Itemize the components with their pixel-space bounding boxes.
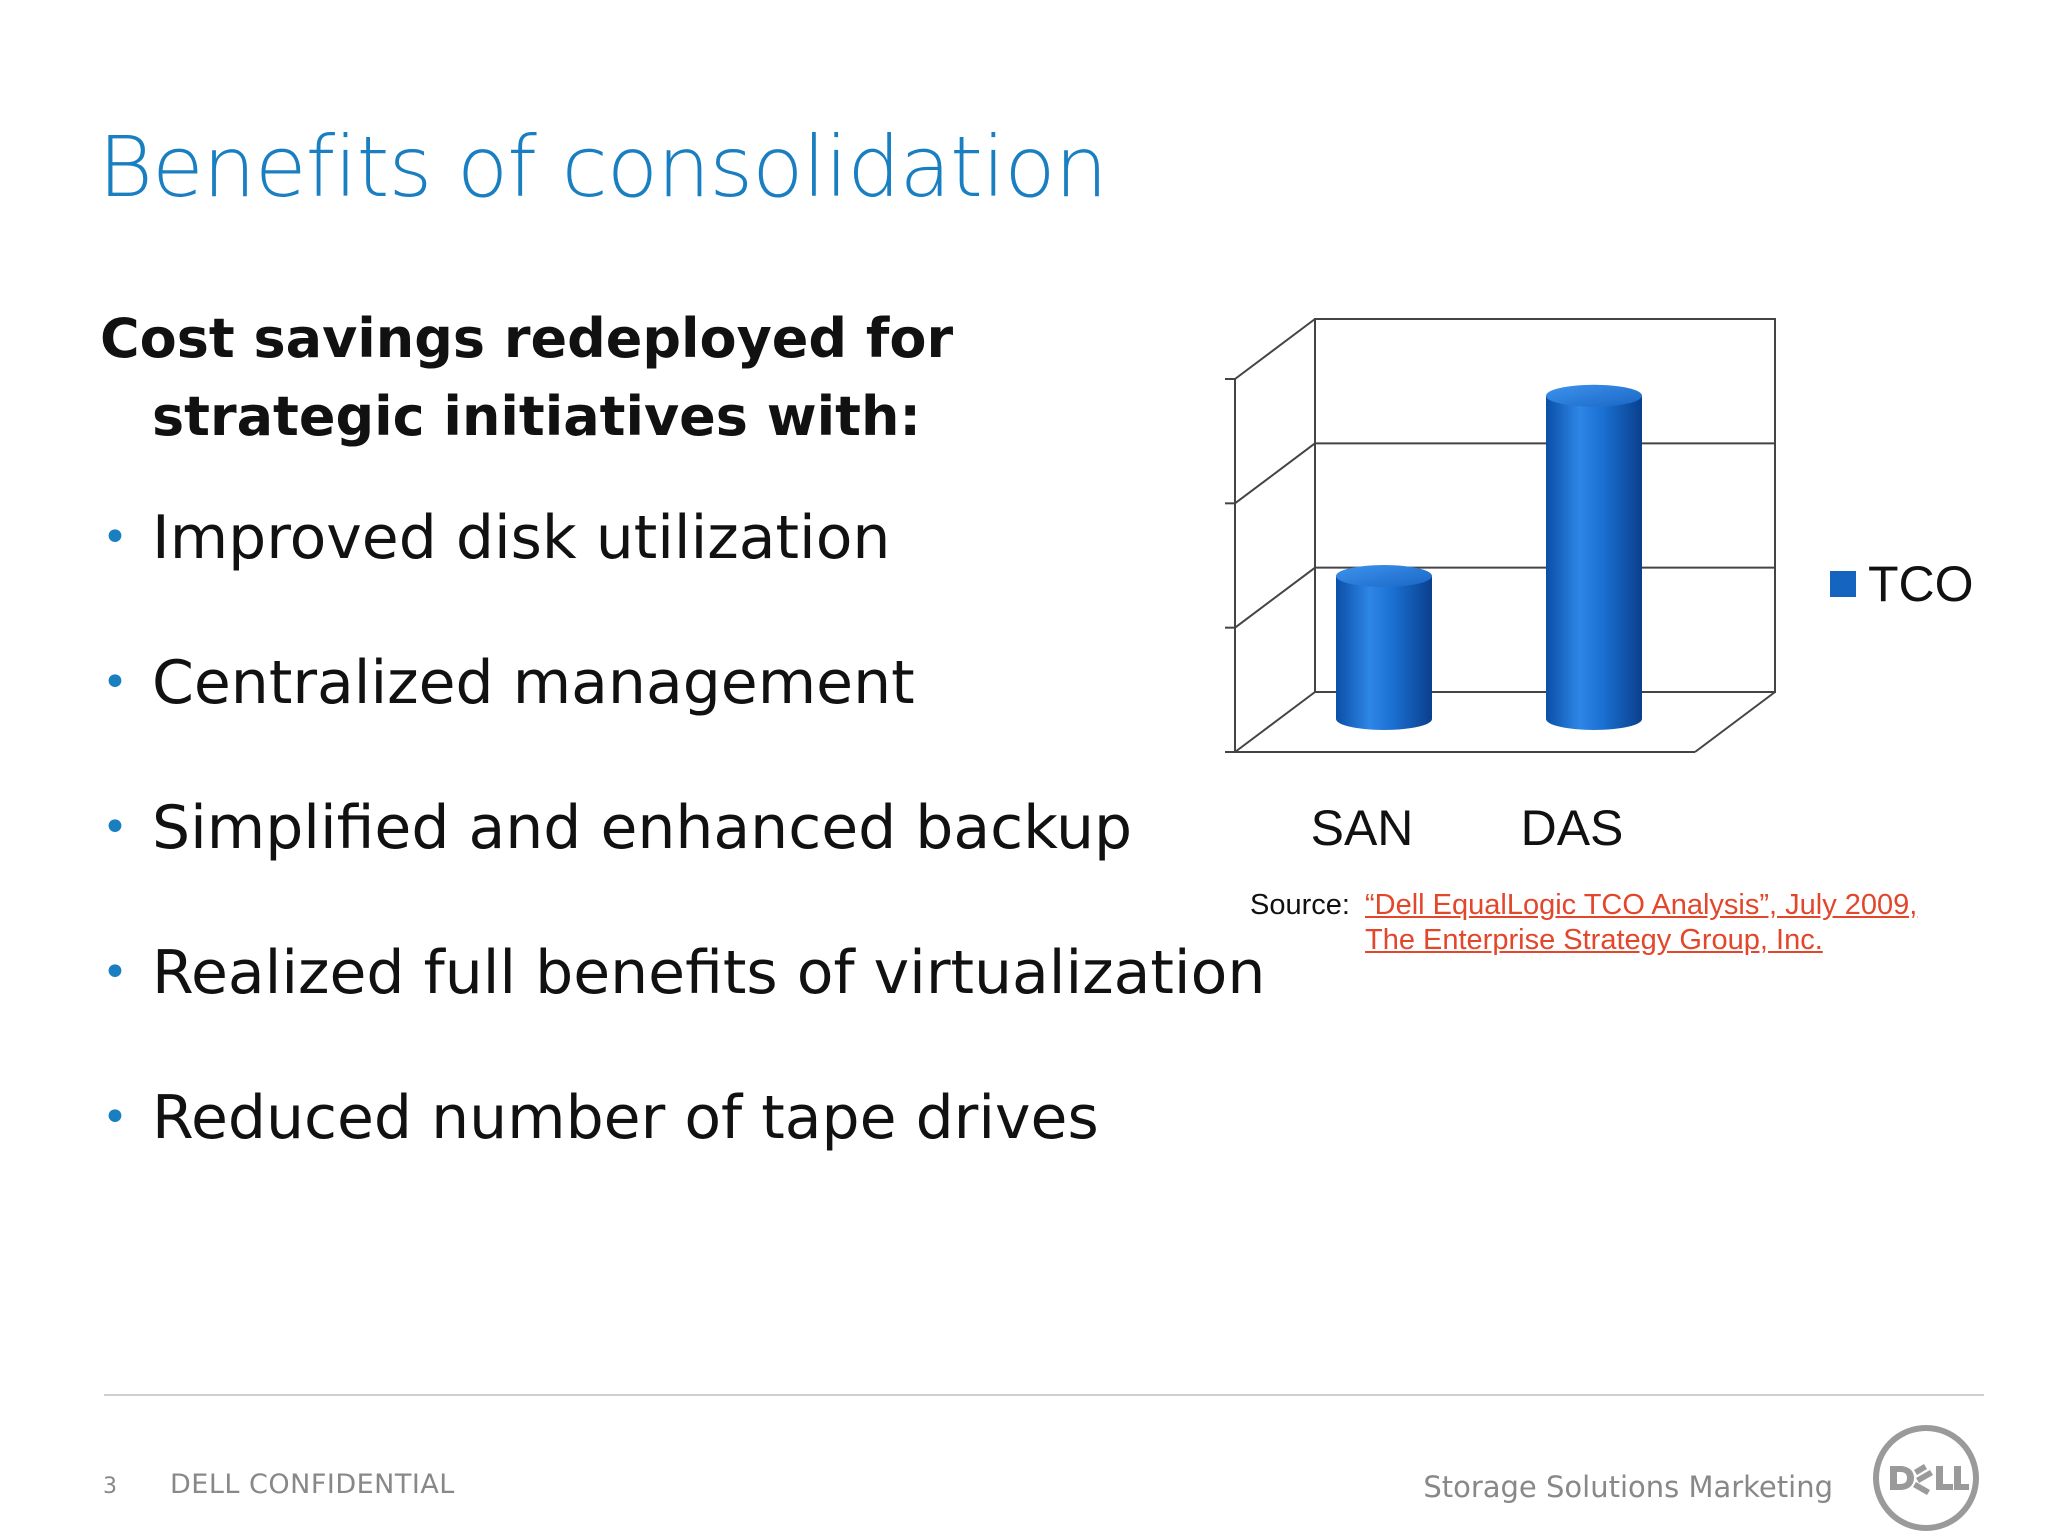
source-label: Source: xyxy=(1250,889,1350,921)
source-link[interactable]: “Dell EqualLogic TCO Analysis”, July 200… xyxy=(1365,889,1918,921)
chart-category-label: DAS xyxy=(1521,800,1624,856)
chart-side-gridline xyxy=(1234,442,1316,505)
intro-line-2: strategic initiatives with: xyxy=(152,385,921,448)
legend-swatch xyxy=(1830,571,1856,597)
intro-line-1: Cost savings redeployed for xyxy=(100,307,954,370)
bullet-list: • Improved disk utilization • Centralized … xyxy=(100,502,1266,1154)
chart-labels: SAN DAS xyxy=(1311,800,1624,856)
chart-bar-cap xyxy=(1546,384,1642,407)
chart-category-label: SAN xyxy=(1311,800,1414,856)
bullet-item: • Reduced number of tape drives xyxy=(102,1083,1099,1153)
chart-legend: TCO xyxy=(1830,555,1974,613)
bullet-dot-icon: • xyxy=(102,802,128,853)
chart-bar-cap xyxy=(1336,565,1432,588)
chart-bar-das xyxy=(1546,384,1642,730)
bullet-dot-icon: • xyxy=(102,657,128,708)
legend-label: TCO xyxy=(1868,556,1974,612)
dell-logo-icon xyxy=(1873,1425,1979,1531)
page-number: 3 xyxy=(103,1474,117,1499)
source-link-line-2[interactable]: The Enterprise Strategy Group, Inc. xyxy=(1365,924,1823,956)
bullet-item: • Realized full benefits of virtualizatio… xyxy=(102,938,1266,1008)
footer-divider xyxy=(104,1394,1984,1396)
bullet-item: • Centralized management xyxy=(102,648,915,718)
intro-text: Cost savings redeployed for strategic in… xyxy=(100,300,1240,456)
chart-bars xyxy=(1336,384,1642,730)
slide-title: Benefits of consolidation xyxy=(98,118,1108,216)
bullet-item: • Simplified and enhanced backup xyxy=(102,793,1133,863)
bullet-dot-icon: • xyxy=(102,947,128,998)
confidential-label: DELL CONFIDENTIAL xyxy=(170,1469,455,1500)
bullet-item: • Improved disk utilization xyxy=(102,503,891,573)
tco-chart: SAN DAS xyxy=(1225,318,1776,856)
chart-side-gridline xyxy=(1234,318,1316,380)
chart-frame xyxy=(1225,318,1776,753)
chart-bar-body xyxy=(1546,395,1642,730)
department-label: Storage Solutions Marketing xyxy=(1423,1470,1833,1504)
bullet-dot-icon: • xyxy=(102,1092,128,1143)
chart-floor-right xyxy=(1694,691,1776,753)
bullet-dot-icon: • xyxy=(102,512,128,563)
chart-side-gridline xyxy=(1234,566,1316,629)
chart-bar-body xyxy=(1336,576,1432,730)
chart-side-gridline xyxy=(1234,691,1316,753)
chart-bar-san xyxy=(1336,565,1432,730)
slide-content: Cost savings redeployed for strategic in… xyxy=(100,300,1266,1227)
